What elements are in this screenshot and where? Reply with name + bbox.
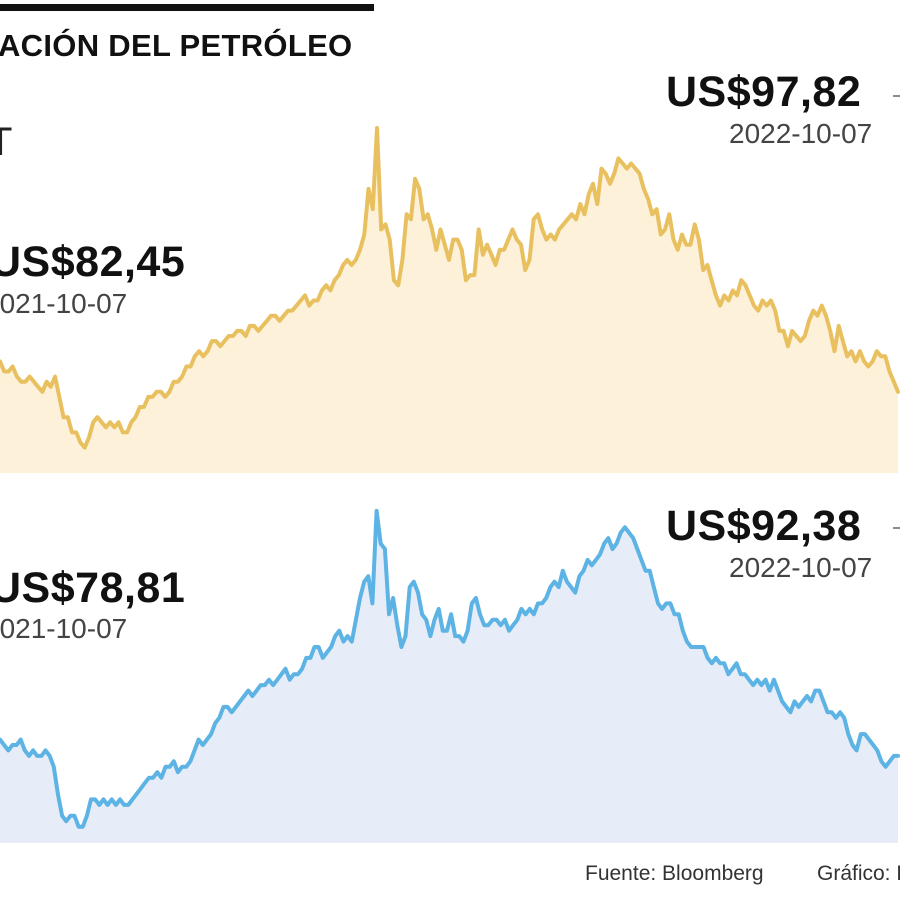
bottom-start-date: 2021-10-07 bbox=[0, 613, 128, 644]
chart-title: ACIÓN DEL PETRÓLEO bbox=[0, 28, 353, 63]
top-rule bbox=[0, 4, 374, 11]
top-end-date: 2022-10-07 bbox=[729, 118, 873, 149]
credit-note: Gráfico: L bbox=[817, 862, 900, 885]
bottom-end-price: US$92,38 bbox=[666, 502, 862, 550]
bottom-series-line bbox=[0, 508, 900, 829]
top-series-line bbox=[0, 126, 900, 450]
bottom-start-price: US$78,81 bbox=[0, 564, 186, 612]
top-start-price: US$82,45 bbox=[0, 238, 186, 286]
bottom-area-chart bbox=[0, 508, 900, 843]
bottom-end-date: 2022-10-07 bbox=[729, 552, 873, 583]
top-end-price: US$97,82 bbox=[666, 68, 862, 116]
bottom-area-fill bbox=[0, 510, 898, 843]
top-area-fill bbox=[0, 128, 898, 473]
chart-subtitle: T bbox=[0, 120, 13, 164]
top-area-chart bbox=[0, 95, 900, 473]
top-start-date: 2021-10-07 bbox=[0, 288, 128, 319]
source-note: Fuente: Bloomberg bbox=[585, 862, 764, 885]
